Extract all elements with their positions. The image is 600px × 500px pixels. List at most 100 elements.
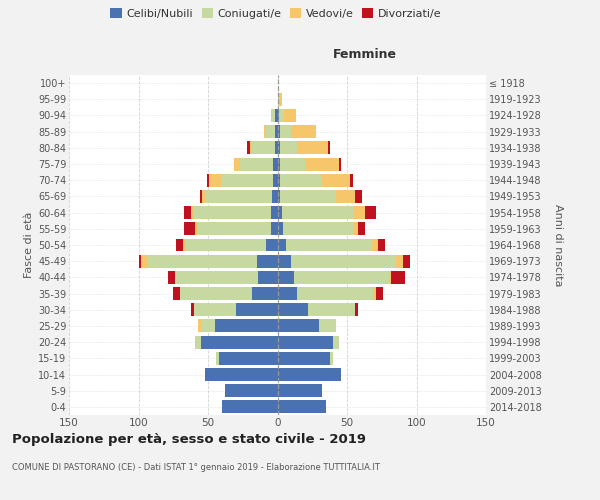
Bar — [277, 125, 280, 138]
Bar — [373, 287, 376, 300]
Bar — [175, 271, 258, 284]
Bar — [194, 304, 236, 316]
Bar — [322, 174, 350, 186]
Bar — [376, 287, 383, 300]
Bar — [183, 238, 186, 252]
Bar — [271, 206, 277, 219]
Bar — [277, 271, 294, 284]
Bar — [331, 352, 333, 365]
Bar — [217, 352, 219, 365]
Bar — [201, 320, 215, 332]
Bar — [280, 174, 322, 186]
Bar — [196, 336, 201, 348]
Bar — [198, 222, 271, 235]
Bar — [336, 190, 355, 203]
Bar — [280, 125, 292, 138]
Bar — [176, 238, 183, 252]
Bar — [247, 142, 250, 154]
Bar — [202, 190, 205, 203]
Bar — [266, 125, 275, 138]
Bar — [224, 384, 277, 397]
Bar — [328, 142, 331, 154]
Bar — [277, 238, 286, 252]
Bar — [148, 254, 257, 268]
Bar — [354, 206, 365, 219]
Bar — [184, 222, 196, 235]
Y-axis label: Fasce di età: Fasce di età — [23, 212, 34, 278]
Bar — [139, 254, 141, 268]
Bar — [266, 238, 277, 252]
Bar — [263, 125, 266, 138]
Bar — [272, 190, 277, 203]
Bar — [365, 206, 376, 219]
Bar — [292, 125, 316, 138]
Bar — [191, 206, 194, 219]
Bar — [403, 254, 410, 268]
Bar — [277, 109, 279, 122]
Y-axis label: Anni di nascita: Anni di nascita — [553, 204, 563, 286]
Bar — [198, 320, 201, 332]
Bar — [205, 190, 272, 203]
Bar — [277, 352, 331, 365]
Bar — [141, 254, 148, 268]
Bar — [297, 142, 328, 154]
Bar — [184, 206, 191, 219]
Bar — [277, 400, 326, 413]
Bar — [277, 206, 281, 219]
Bar — [283, 222, 353, 235]
Bar — [253, 287, 277, 300]
Bar — [253, 142, 275, 154]
Bar — [222, 400, 277, 413]
Bar — [250, 142, 253, 154]
Bar — [271, 109, 275, 122]
Bar — [280, 190, 336, 203]
Bar — [277, 254, 292, 268]
Bar — [167, 271, 175, 284]
Bar — [235, 158, 240, 170]
Bar — [377, 238, 385, 252]
Bar — [358, 222, 365, 235]
Legend: Celibi/Nubili, Coniugati/e, Vedovi/e, Divorziati/e: Celibi/Nubili, Coniugati/e, Vedovi/e, Di… — [110, 8, 442, 19]
Bar — [277, 174, 280, 186]
Bar — [308, 304, 355, 316]
Bar — [180, 287, 253, 300]
Bar — [275, 109, 277, 122]
Bar — [372, 238, 377, 252]
Bar — [319, 320, 336, 332]
Bar — [277, 222, 283, 235]
Bar — [277, 190, 280, 203]
Text: COMUNE DI PASTORANO (CE) - Dati ISTAT 1° gennaio 2019 - Elaborazione TUTTITALIA.: COMUNE DI PASTORANO (CE) - Dati ISTAT 1°… — [12, 462, 380, 471]
Bar — [274, 158, 277, 170]
Bar — [173, 287, 180, 300]
Bar — [395, 254, 403, 268]
Bar — [277, 320, 319, 332]
Bar — [277, 142, 280, 154]
Bar — [281, 206, 354, 219]
Bar — [257, 254, 277, 268]
Bar — [209, 174, 221, 186]
Bar — [279, 93, 281, 106]
Bar — [292, 254, 395, 268]
Bar — [277, 304, 308, 316]
Bar — [206, 174, 209, 186]
Bar — [294, 271, 389, 284]
Text: Popolazione per età, sesso e stato civile - 2019: Popolazione per età, sesso e stato civil… — [12, 432, 366, 446]
Bar — [279, 109, 284, 122]
Bar — [274, 174, 277, 186]
Bar — [201, 336, 277, 348]
Bar — [305, 158, 338, 170]
Bar — [194, 206, 271, 219]
Bar — [389, 271, 391, 284]
Bar — [297, 287, 373, 300]
Bar — [271, 222, 277, 235]
Bar — [355, 190, 362, 203]
Bar — [391, 271, 406, 284]
Bar — [338, 158, 341, 170]
Text: Femmine: Femmine — [333, 48, 397, 62]
Bar — [277, 384, 322, 397]
Bar — [186, 238, 266, 252]
Bar — [277, 368, 341, 381]
Bar — [196, 222, 198, 235]
Bar — [355, 304, 358, 316]
Bar — [284, 109, 296, 122]
